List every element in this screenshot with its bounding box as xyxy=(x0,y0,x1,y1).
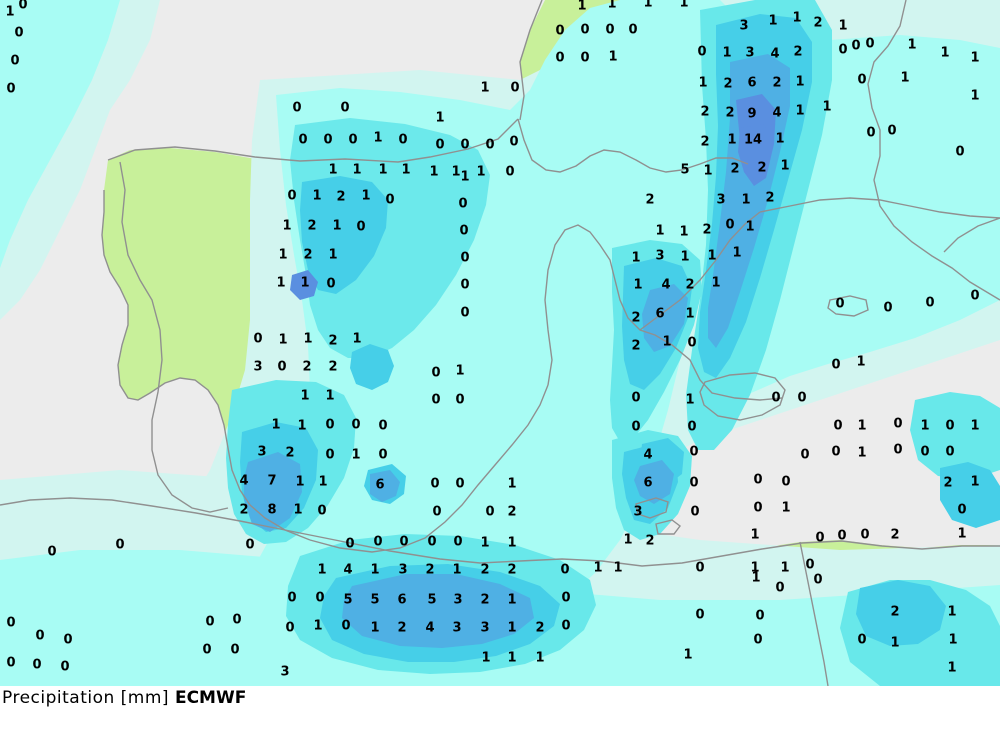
legend-title: Precipitation [mm] ECMWF xyxy=(2,688,246,708)
map-footer: Precipitation [mm] ECMWF 0.10.5125101520… xyxy=(0,686,1000,733)
map-canvas xyxy=(0,0,1000,686)
coastline-layer xyxy=(0,0,1000,686)
legend-title-unit: [mm] xyxy=(120,688,170,708)
legend-title-text: Precipitation xyxy=(2,688,115,708)
legend-title-model: ECMWF xyxy=(174,688,247,708)
